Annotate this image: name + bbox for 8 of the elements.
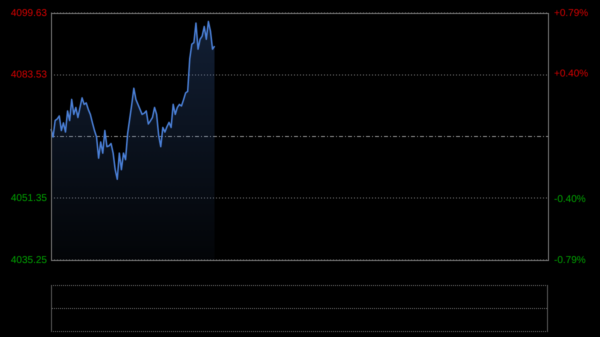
- y2-tick-label: -0.40%: [554, 194, 586, 205]
- y2-tick-label: +0.40%: [554, 68, 588, 80]
- y-tick-label: 4035.25: [10, 254, 48, 266]
- y-tick-label: 4083.53: [10, 70, 48, 81]
- y-tick-label: 4099.63: [10, 8, 48, 19]
- y2-tick-label: -0.79%: [554, 254, 586, 266]
- y2-tick-label: +0.79%: [554, 8, 588, 19]
- y-tick-label: 4051.35: [10, 192, 48, 204]
